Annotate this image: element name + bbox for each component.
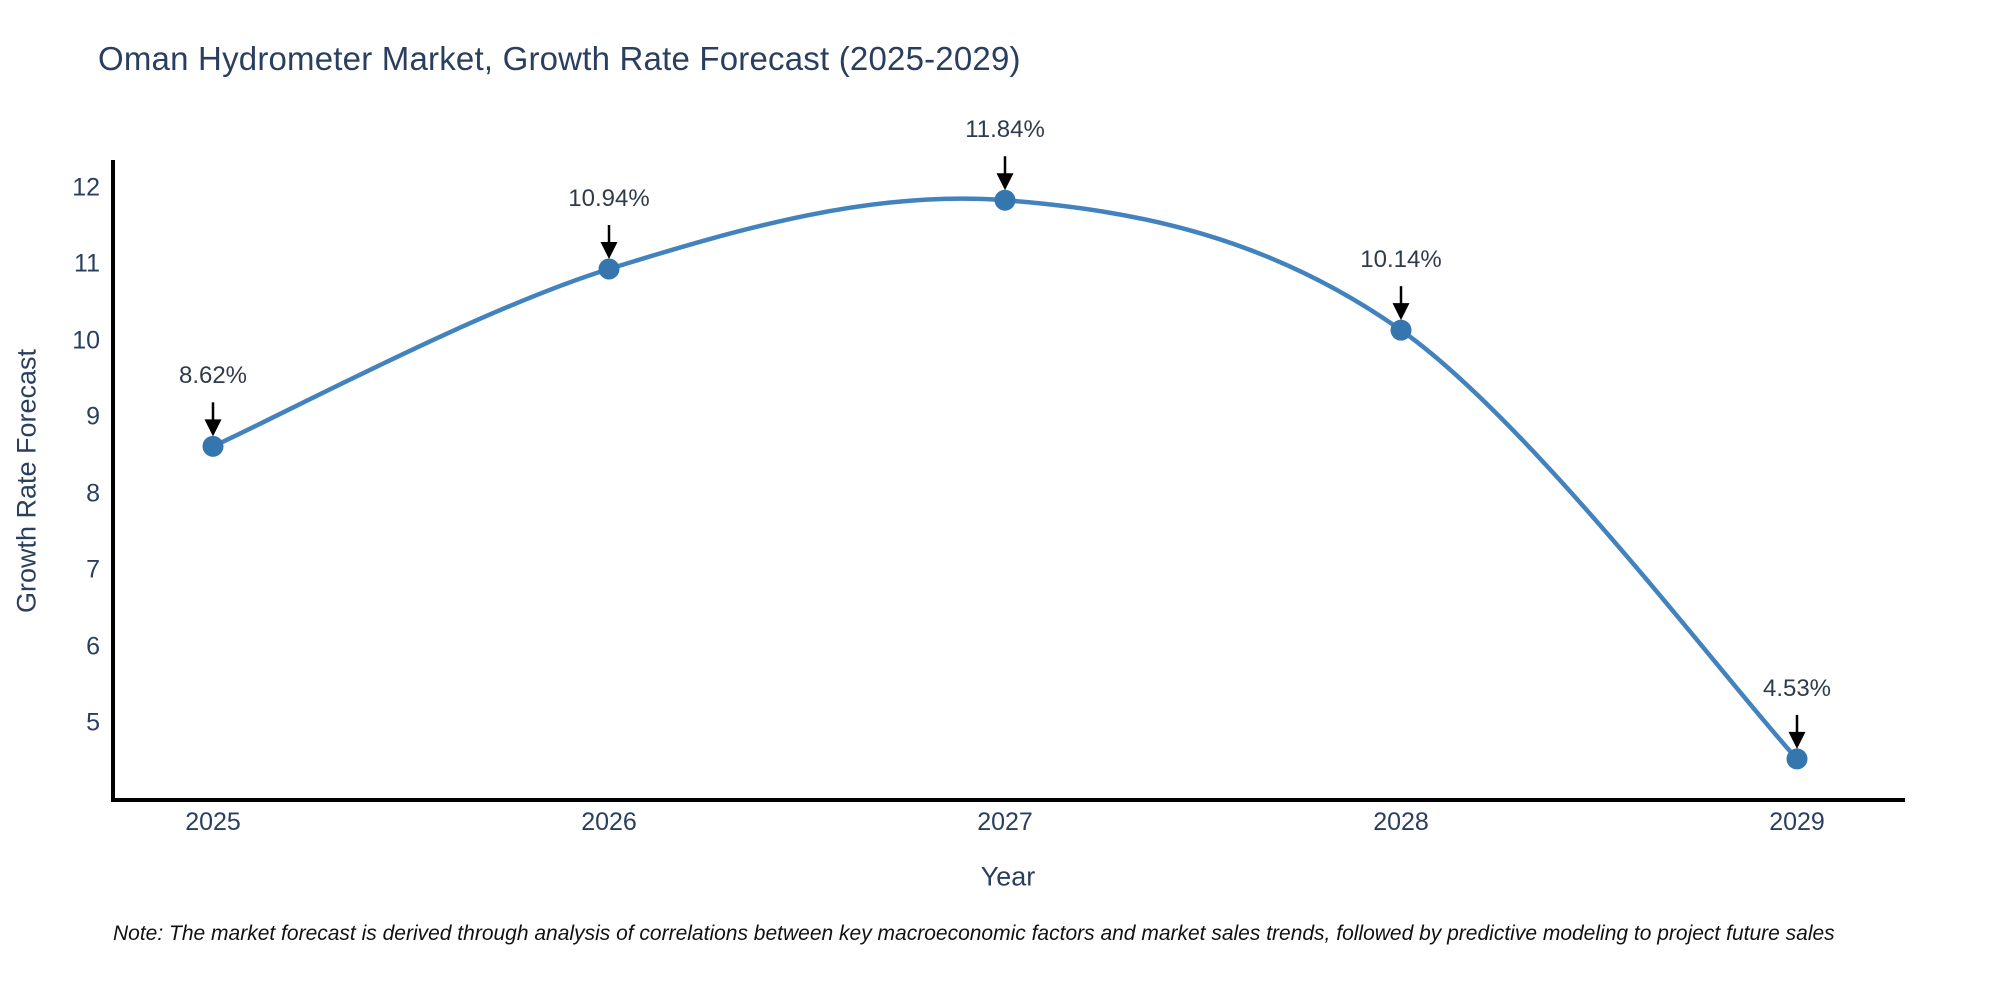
y-tick-label: 7 [86, 555, 100, 584]
annotation-arrow-head [1788, 731, 1806, 749]
x-tick-label: 2029 [1769, 808, 1825, 836]
y-tick-label: 10 [72, 326, 100, 355]
x-axis-title: Year [980, 861, 1036, 892]
y-tick-label: 6 [86, 632, 100, 661]
x-tick-label: 2026 [581, 808, 637, 836]
x-tick-label: 2025 [185, 808, 241, 836]
data-point-marker [1786, 748, 1808, 770]
annotation-arrow-head [1392, 303, 1410, 321]
line-series [212, 196, 1799, 761]
annotation-arrow-head [204, 419, 222, 437]
point-value-annotation: 10.94% [568, 185, 650, 212]
point-value-annotation: 4.53% [1762, 674, 1832, 702]
x-tick-label: 2028 [1373, 808, 1429, 836]
y-tick-label: 8 [86, 479, 100, 508]
y-tick-label: 9 [86, 402, 100, 431]
y-tick-label: 5 [86, 708, 100, 737]
y-tick-label: 12 [72, 173, 100, 202]
annotation-arrow-head [996, 173, 1014, 191]
annotation-arrows [204, 156, 1806, 749]
data-point-markers [202, 189, 1808, 770]
annotation-arrow-head [600, 242, 618, 260]
point-value-annotation: 8.62% [178, 362, 248, 390]
forecast-line [212, 196, 1799, 761]
point-value-annotation: 10.14% [1360, 246, 1442, 274]
chart-title: Oman Hydrometer Market, Growth Rate Fore… [98, 40, 1021, 77]
data-point-marker [598, 258, 620, 280]
data-point-marker [1390, 319, 1412, 341]
y-axis-title: Growth Rate Forecast [11, 348, 42, 614]
y-tick-label: 11 [74, 249, 100, 278]
x-tick-label: 2027 [977, 808, 1033, 836]
footnote: Note: The market forecast is derived thr… [113, 922, 1835, 945]
data-point-marker [994, 189, 1016, 211]
data-point-marker [202, 435, 224, 457]
point-value-annotation: 11.84% [965, 116, 1045, 144]
